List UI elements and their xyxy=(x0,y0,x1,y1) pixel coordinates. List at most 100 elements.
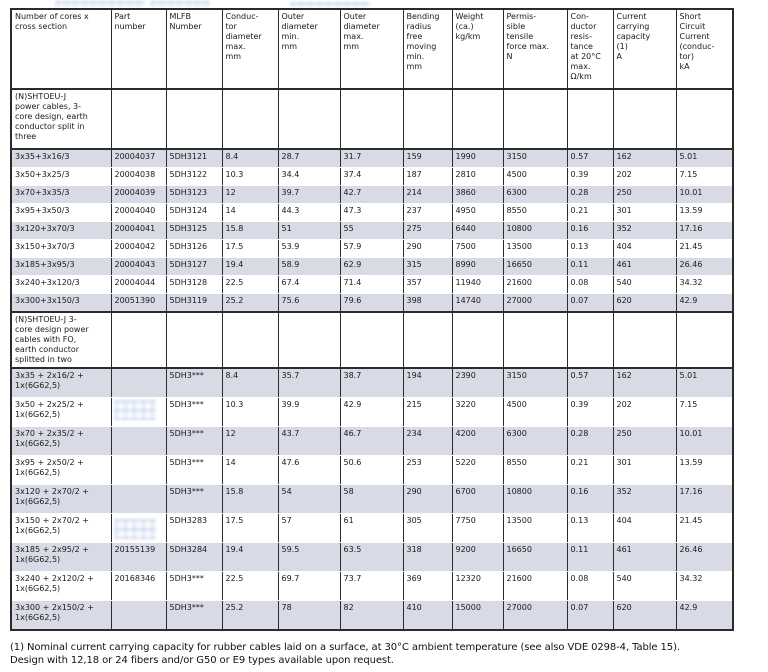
cell: 5DH3123 xyxy=(165,185,223,204)
cell: 0.13 xyxy=(566,239,614,258)
cell: 58.9 xyxy=(277,257,341,276)
cell: 187 xyxy=(402,167,453,186)
cell: 14 xyxy=(221,455,279,485)
column-header-9: Con- ductor resis- tance at 20°C max. Ω/… xyxy=(566,9,614,90)
cell: 214 xyxy=(402,185,453,204)
table-row: 3x50 + 2x25/2 + 1x(6G62,5) 5DH3*** 10.3 39.… xyxy=(10,397,734,427)
cell: 57 xyxy=(277,513,341,543)
table-row: 3x120 + 2x70/2 + 1x(6G62,5) 5DH3*** 15.8 54… xyxy=(10,484,734,514)
cell: 275 xyxy=(402,221,453,240)
footnote-line-2: Design with 12,18 or 24 fibers and/or G5… xyxy=(10,655,394,666)
cell: 25.2 xyxy=(221,600,279,631)
cell: 461 xyxy=(612,542,677,572)
cell: 11940 xyxy=(451,275,504,294)
scan-artifact xyxy=(55,1,145,7)
column-header-8: Permis- sible tensile force max. N xyxy=(502,9,568,90)
cell: 5DH3*** xyxy=(165,484,223,514)
empty-cell xyxy=(502,311,568,369)
empty-cell xyxy=(612,311,677,369)
cell: 8.4 xyxy=(221,149,279,168)
cell: 301 xyxy=(612,203,677,222)
empty-cell xyxy=(451,311,504,369)
cell: 31.7 xyxy=(339,149,404,168)
cell: 5DH3125 xyxy=(165,221,223,240)
column-header-4: Outer diameter min. mm xyxy=(277,9,341,90)
cell: 404 xyxy=(612,239,677,258)
header-row: Number of cores x cross section Part numb… xyxy=(10,9,734,90)
cell: 215 xyxy=(402,397,453,427)
section-title: (N)SHTOEU-J 3- core design power cables … xyxy=(10,311,112,369)
cell: 3x300+3x150/3 xyxy=(10,293,112,313)
cell: 3220 xyxy=(451,397,504,427)
empty-cell xyxy=(165,311,223,369)
cell: 20004037 xyxy=(110,149,167,168)
cell: 3x70 + 2x35/2 + 1x(6G62,5) xyxy=(10,426,112,456)
cell: 7500 xyxy=(451,239,504,258)
empty-cell xyxy=(566,311,614,369)
cell: 194 xyxy=(402,368,453,398)
empty-cell xyxy=(675,88,734,150)
cell xyxy=(110,513,167,543)
empty-cell xyxy=(221,311,279,369)
cell: 42.7 xyxy=(339,185,404,204)
cell: 540 xyxy=(612,275,677,294)
cell: 28.7 xyxy=(277,149,341,168)
cell: 69.7 xyxy=(277,571,341,601)
cell: 21.45 xyxy=(675,239,734,258)
empty-cell xyxy=(451,88,504,150)
table-row: 3x95+3x50/3 20004040 5DH3124 14 44.3 47.3 237 4… xyxy=(10,203,734,222)
empty-cell xyxy=(402,311,453,369)
cell: 13.59 xyxy=(675,455,734,485)
table-row: 3x50+3x25/3 20004038 5DH3122 10.3 34.4 37.4 18… xyxy=(10,167,734,186)
cell: 17.16 xyxy=(675,221,734,240)
table-row: 3x150 + 2x70/2 + 1x(6G62,5) 5DH3283 17.5 57… xyxy=(10,513,734,543)
cell: 5.01 xyxy=(675,149,734,168)
cell: 6300 xyxy=(502,426,568,456)
cell: 620 xyxy=(612,600,677,631)
column-header-0: Number of cores x cross section xyxy=(10,9,112,90)
cell: 2810 xyxy=(451,167,504,186)
cell: 0.21 xyxy=(566,203,614,222)
cell: 38.7 xyxy=(339,368,404,398)
empty-cell xyxy=(502,88,568,150)
cell: 47.3 xyxy=(339,203,404,222)
cell: 3x300 + 2x150/2 + 1x(6G62,5) xyxy=(10,600,112,631)
cell: 3x240 + 2x120/2 + 1x(6G62,5) xyxy=(10,571,112,601)
column-header-5: Outer diameter max. mm xyxy=(339,9,404,90)
cell: 50.6 xyxy=(339,455,404,485)
cell: 290 xyxy=(402,239,453,258)
cell xyxy=(110,455,167,485)
section-header-row: (N)SHTOEU-J power cables, 3- core design… xyxy=(10,88,734,150)
cell: 5DH3*** xyxy=(165,571,223,601)
cell: 20004041 xyxy=(110,221,167,240)
scan-artifact xyxy=(150,1,210,7)
cell: 54 xyxy=(277,484,341,514)
table-body: (N)SHTOEU-J power cables, 3- core design… xyxy=(10,88,734,631)
cell: 51 xyxy=(277,221,341,240)
cell: 4200 xyxy=(451,426,504,456)
table-row: 3x35+3x16/3 20004037 5DH3121 8.4 28.7 31.7 159… xyxy=(10,149,734,168)
cell: 58 xyxy=(339,484,404,514)
cell: 7.15 xyxy=(675,397,734,427)
cell: 7750 xyxy=(451,513,504,543)
cell: 0.08 xyxy=(566,275,614,294)
cell: 398 xyxy=(402,293,453,313)
table-row: 3x185+3x95/3 20004043 5DH3127 19.4 58.9 62.9 3… xyxy=(10,257,734,276)
empty-cell xyxy=(339,311,404,369)
cell: 71.4 xyxy=(339,275,404,294)
cell: 0.16 xyxy=(566,221,614,240)
cell: 3860 xyxy=(451,185,504,204)
cell: 6440 xyxy=(451,221,504,240)
table-header: Number of cores x cross section Part numb… xyxy=(10,9,734,90)
cell: 75.6 xyxy=(277,293,341,313)
cell: 290 xyxy=(402,484,453,514)
cell: 3x35+3x16/3 xyxy=(10,149,112,168)
cell: 5DH3121 xyxy=(165,149,223,168)
cell: 10800 xyxy=(502,221,568,240)
cell: 0.11 xyxy=(566,257,614,276)
cell: 0.08 xyxy=(566,571,614,601)
cell: 26.46 xyxy=(675,257,734,276)
cell: 1990 xyxy=(451,149,504,168)
cell: 19.4 xyxy=(221,257,279,276)
